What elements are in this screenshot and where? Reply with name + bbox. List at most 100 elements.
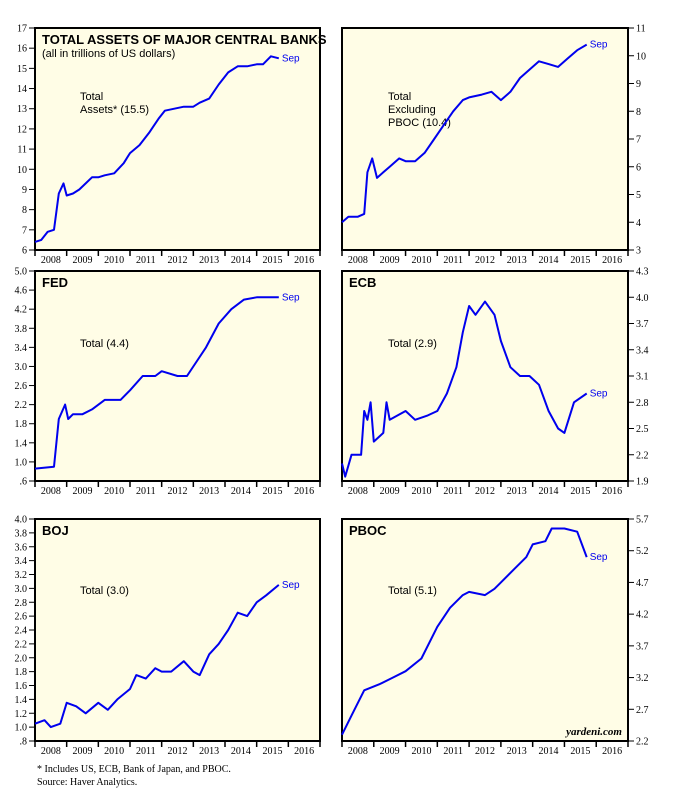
y-tick-label: 2.2 bbox=[15, 400, 28, 411]
y-tick-label: 14 bbox=[17, 84, 27, 95]
x-tick-label: 2014 bbox=[231, 486, 251, 497]
y-tick-label: 1.4 bbox=[15, 438, 28, 449]
annotation-line: PBOC (10.4) bbox=[388, 117, 451, 129]
annotation-line: Total (5.1) bbox=[388, 585, 437, 597]
annotation-line: Total (2.9) bbox=[388, 338, 437, 350]
x-tick-label: 2016 bbox=[602, 255, 622, 266]
panel-ecb: 1.9 2.2 2.5 2.8 3.1 3.4 3.7 4.0 4.3 2008 2009 2010 2… bbox=[341, 267, 649, 497]
x-tick-label: 2014 bbox=[539, 486, 559, 497]
x-tick-label: 2008 bbox=[41, 486, 61, 497]
y-tick-label: 2.5 bbox=[636, 424, 649, 435]
x-tick-label: 2011 bbox=[443, 255, 463, 266]
total-annotation: Total Excluding PBOC (10.4) bbox=[388, 91, 451, 129]
x-tick-label: 2008 bbox=[41, 255, 61, 266]
y-tick-label: 2.6 bbox=[15, 381, 28, 392]
x-tick-label: 2015 bbox=[570, 486, 590, 497]
y-tick-label: 1.8 bbox=[15, 667, 28, 678]
x-tick-label: 2015 bbox=[263, 746, 283, 757]
y-tick-label: 15 bbox=[17, 64, 27, 75]
y-tick-label: 2.2 bbox=[636, 737, 649, 748]
y-tick-label: 8 bbox=[636, 107, 641, 118]
y-tick-label: 12 bbox=[17, 124, 27, 135]
y-tick-label: 11 bbox=[17, 145, 27, 156]
y-tick-label: 2.8 bbox=[15, 598, 28, 609]
x-tick-label: 2013 bbox=[199, 746, 219, 757]
x-tick-label: 2010 bbox=[411, 486, 431, 497]
y-tick-label: 1.6 bbox=[15, 681, 28, 692]
annotation-line: Total (4.4) bbox=[80, 338, 129, 350]
y-tick-label: 4.2 bbox=[15, 305, 28, 316]
x-tick-label: 2015 bbox=[263, 486, 283, 497]
series-line bbox=[341, 527, 588, 736]
y-tick-label: 2.2 bbox=[636, 450, 649, 461]
x-tick-label: 2009 bbox=[73, 486, 93, 497]
y-tick-label: 4.7 bbox=[636, 578, 649, 589]
plot-area bbox=[341, 27, 629, 251]
y-tick-label: 2.2 bbox=[15, 639, 28, 650]
x-tick-label: 2009 bbox=[380, 486, 400, 497]
annotation-line: Assets* (15.5) bbox=[80, 104, 149, 116]
y-tick-label: 4 bbox=[636, 218, 641, 229]
y-tick-label: 7 bbox=[636, 135, 641, 146]
total-annotation: Total (2.9) bbox=[388, 338, 437, 350]
x-tick-label: 2016 bbox=[602, 486, 622, 497]
x-tick-label: 2014 bbox=[231, 255, 251, 266]
plot-area bbox=[341, 518, 629, 742]
footnote: * Includes US, ECB, Bank of Japan, and P… bbox=[37, 764, 231, 775]
annotation-line: Total bbox=[388, 91, 411, 103]
y-tick-label: 13 bbox=[17, 104, 27, 115]
y-tick-label: 3.0 bbox=[15, 362, 28, 373]
panel-pboc: 2.2 2.7 3.2 3.7 4.2 4.7 5.2 5.7 2008 2009 2010 2011… bbox=[341, 515, 649, 757]
y-tick-label: 9 bbox=[22, 185, 27, 196]
y-tick-label: 5.7 bbox=[636, 515, 649, 526]
panel-title: BOJ bbox=[42, 523, 69, 538]
x-tick-label: 2010 bbox=[104, 746, 124, 757]
x-tick-label: 2013 bbox=[507, 255, 527, 266]
y-tick-label: .6 bbox=[20, 477, 28, 488]
y-tick-label: 2.6 bbox=[15, 612, 28, 623]
x-tick-label: 2009 bbox=[73, 746, 93, 757]
x-tick-label: 2015 bbox=[263, 255, 283, 266]
x-tick-label: 2012 bbox=[475, 255, 495, 266]
total-annotation: Total (5.1) bbox=[388, 585, 437, 597]
watermark: yardeni.com bbox=[564, 726, 622, 738]
y-tick-label: 1.0 bbox=[15, 723, 28, 734]
y-tick-label: 6 bbox=[22, 246, 27, 257]
x-tick-label: 2012 bbox=[168, 486, 188, 497]
y-tick-label: 3.2 bbox=[15, 570, 28, 581]
end-label: Sep bbox=[282, 580, 300, 591]
x-tick-label: 2009 bbox=[380, 255, 400, 266]
y-tick-label: 17 bbox=[17, 24, 27, 35]
x-tick-label: 2012 bbox=[475, 746, 495, 757]
series-line bbox=[341, 300, 588, 478]
y-tick-label: 10 bbox=[636, 51, 646, 62]
panel-subtitle: (all in trillions of US dollars) bbox=[42, 48, 175, 60]
x-tick-label: 2014 bbox=[231, 746, 251, 757]
x-tick-label: 2012 bbox=[168, 746, 188, 757]
x-tick-label: 2011 bbox=[136, 746, 156, 757]
x-tick-label: 2014 bbox=[539, 255, 559, 266]
y-tick-label: 4.3 bbox=[636, 267, 649, 278]
source-note: Source: Haver Analytics. bbox=[37, 777, 138, 788]
x-tick-label: 2008 bbox=[348, 255, 368, 266]
y-tick-label: 1.2 bbox=[15, 709, 28, 720]
y-tick-label: 5.2 bbox=[636, 546, 649, 557]
series-line bbox=[341, 43, 588, 224]
x-tick-label: 2015 bbox=[570, 255, 590, 266]
y-tick-label: 9 bbox=[636, 79, 641, 90]
y-tick-label: 5.0 bbox=[15, 267, 28, 278]
y-tick-label: 5 bbox=[636, 190, 641, 201]
panel-total-excluding-pboc: 3 4 5 6 7 8 9 10 11 2008 2009 2010 2011 2012 2013 2014 2… bbox=[341, 24, 646, 266]
annotation-line: Total (3.0) bbox=[80, 585, 129, 597]
x-tick-label: 2009 bbox=[380, 746, 400, 757]
y-tick-label: 3.0 bbox=[15, 584, 28, 595]
plot-area bbox=[341, 270, 629, 482]
x-tick-label: 2013 bbox=[199, 255, 219, 266]
y-tick-label: 2.4 bbox=[15, 626, 28, 637]
total-annotation: Total Assets* (15.5) bbox=[80, 91, 149, 116]
x-tick-label: 2010 bbox=[104, 255, 124, 266]
y-tick-label: 3.6 bbox=[15, 542, 28, 553]
x-tick-label: 2010 bbox=[411, 255, 431, 266]
x-tick-label: 2013 bbox=[199, 486, 219, 497]
panel-boj: .8 1.0 1.2 1.4 1.6 1.8 2.0 2.2 2.4 2.6 2.8 3.0 3.2 3.… bbox=[15, 515, 321, 757]
